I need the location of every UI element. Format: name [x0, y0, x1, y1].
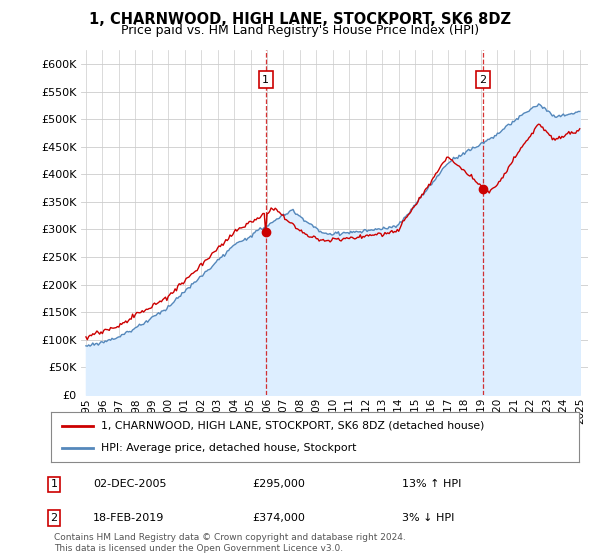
Text: 2: 2	[50, 513, 58, 523]
Text: £374,000: £374,000	[252, 513, 305, 523]
Text: 13% ↑ HPI: 13% ↑ HPI	[402, 479, 461, 489]
Text: Price paid vs. HM Land Registry's House Price Index (HPI): Price paid vs. HM Land Registry's House …	[121, 24, 479, 36]
Text: 1, CHARNWOOD, HIGH LANE, STOCKPORT, SK6 8DZ (detached house): 1, CHARNWOOD, HIGH LANE, STOCKPORT, SK6 …	[101, 421, 485, 431]
Text: £295,000: £295,000	[252, 479, 305, 489]
Text: 1: 1	[262, 74, 269, 85]
Text: HPI: Average price, detached house, Stockport: HPI: Average price, detached house, Stoc…	[101, 443, 356, 453]
Text: 1, CHARNWOOD, HIGH LANE, STOCKPORT, SK6 8DZ: 1, CHARNWOOD, HIGH LANE, STOCKPORT, SK6 …	[89, 12, 511, 27]
Text: 2: 2	[479, 74, 487, 85]
Text: 02-DEC-2005: 02-DEC-2005	[93, 479, 167, 489]
Text: 1: 1	[50, 479, 58, 489]
Text: 18-FEB-2019: 18-FEB-2019	[93, 513, 164, 523]
Text: 3% ↓ HPI: 3% ↓ HPI	[402, 513, 454, 523]
Text: Contains HM Land Registry data © Crown copyright and database right 2024.
This d: Contains HM Land Registry data © Crown c…	[54, 533, 406, 553]
